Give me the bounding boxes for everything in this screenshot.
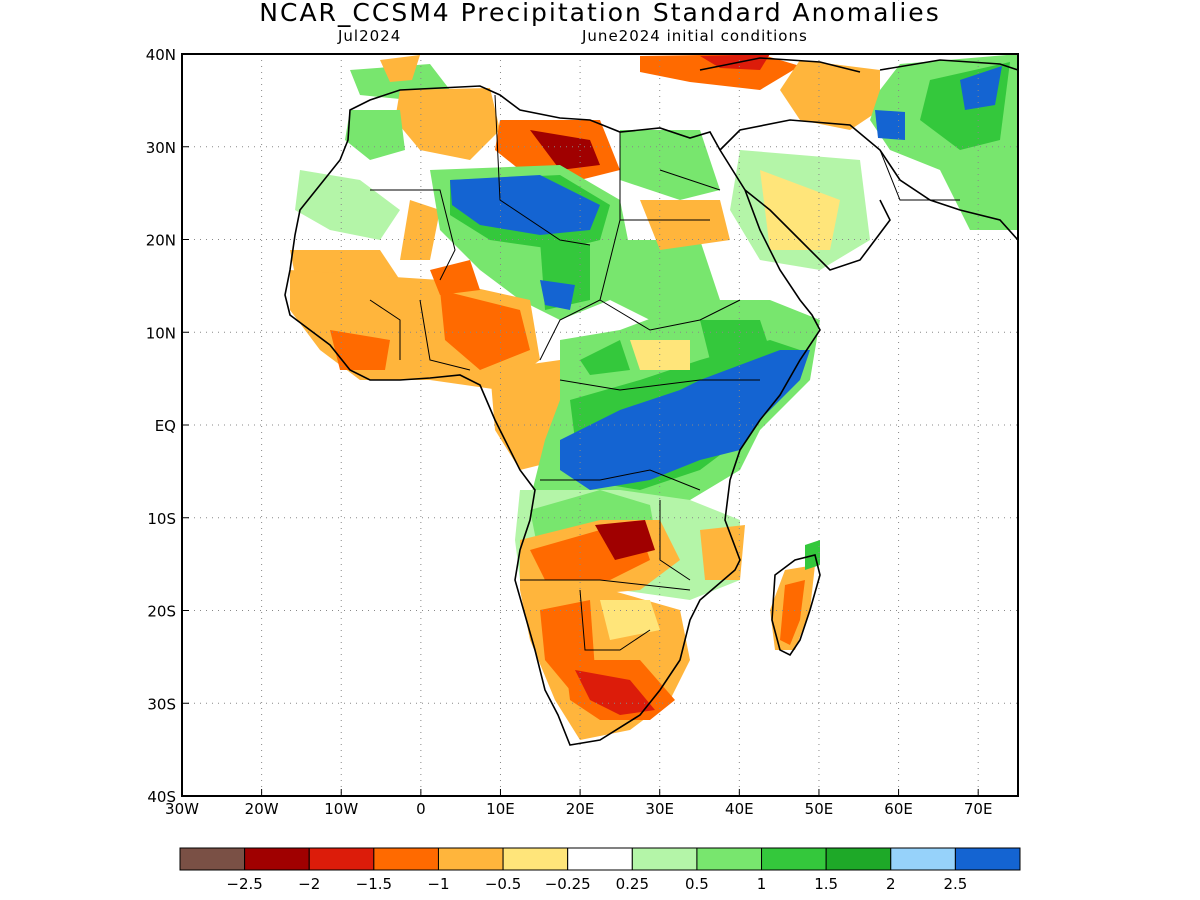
x-tick-label: 60E bbox=[884, 800, 913, 818]
country-borders bbox=[369, 94, 960, 651]
colorbar-label: 2 bbox=[886, 875, 896, 893]
y-tick-label: 20N bbox=[146, 232, 176, 250]
colorbar-label: 0.25 bbox=[616, 875, 649, 893]
colorbar-label: −1 bbox=[427, 875, 449, 893]
colorbar-swatch bbox=[502, 847, 569, 871]
colorbar-label: 1 bbox=[757, 875, 767, 893]
x-tick-label: 10W bbox=[324, 800, 358, 818]
x-tick-label: 20E bbox=[566, 800, 595, 818]
colorbar-swatch bbox=[825, 847, 892, 871]
x-tick-label: 30E bbox=[645, 800, 674, 818]
colorbar-label: −0.5 bbox=[485, 875, 521, 893]
anomaly-shading bbox=[290, 54, 1018, 740]
colorbar-swatch bbox=[179, 847, 246, 871]
x-tick-label: 20W bbox=[245, 800, 279, 818]
colorbar-swatch bbox=[308, 847, 375, 871]
colorbar-label: 2.5 bbox=[943, 875, 967, 893]
colorbar-swatch bbox=[244, 847, 310, 871]
colorbar-swatch bbox=[373, 847, 439, 871]
subtitle-month: Jul2024 bbox=[338, 27, 402, 45]
colorbar-swatch bbox=[437, 847, 504, 871]
x-tick-label: 30W bbox=[165, 800, 199, 818]
graticule bbox=[182, 54, 1018, 796]
colorbar: −2.5 −2 −1.5 −1 −0.5 −0.25 0.25 0.5 1 1.5 2 2.5 bbox=[179, 847, 1021, 893]
subtitle-initial-conditions: June2024 initial conditions bbox=[582, 27, 808, 45]
x-tick-label: 70E bbox=[964, 800, 993, 818]
colorbar-label: 0.5 bbox=[685, 875, 709, 893]
x-axis-ticks: 30W 20W 10W 0 10E 20E 30E 40E 50E 60E 70E bbox=[165, 789, 992, 818]
y-tick-label: 20S bbox=[147, 603, 176, 621]
x-tick-label: 50E bbox=[805, 800, 834, 818]
colorbar-label: −1.5 bbox=[356, 875, 392, 893]
colorbar-label: −2 bbox=[298, 875, 320, 893]
colorbar-swatch bbox=[761, 847, 827, 871]
colorbar-swatch bbox=[567, 847, 633, 871]
colorbar-label: −2.5 bbox=[226, 875, 262, 893]
colorbar-swatch bbox=[631, 847, 698, 871]
y-tick-label: 10N bbox=[146, 324, 176, 342]
colorbar-label: 1.5 bbox=[814, 875, 838, 893]
colorbar-swatch bbox=[954, 847, 1021, 871]
y-axis-ticks: 40N 30N 20N 10N EQ 10S 20S 30S 40S bbox=[146, 46, 189, 806]
colorbar-swatch bbox=[696, 847, 763, 871]
colorbar-label: −0.25 bbox=[545, 875, 591, 893]
colorbar-swatch bbox=[890, 847, 956, 871]
y-tick-label: 40N bbox=[146, 46, 176, 64]
y-tick-label: 30S bbox=[147, 695, 176, 713]
x-tick-label: 0 bbox=[416, 800, 426, 818]
coastlines bbox=[284, 57, 1018, 746]
y-tick-label: 30N bbox=[146, 139, 176, 157]
chart-title: NCAR_CCSM4 Precipitation Standard Anomal… bbox=[259, 0, 941, 27]
x-tick-label: 40E bbox=[725, 800, 754, 818]
y-tick-label: 40S bbox=[147, 788, 176, 806]
y-tick-label: 10S bbox=[147, 510, 176, 528]
y-tick-label: EQ bbox=[155, 417, 176, 435]
x-tick-label: 10E bbox=[486, 800, 515, 818]
